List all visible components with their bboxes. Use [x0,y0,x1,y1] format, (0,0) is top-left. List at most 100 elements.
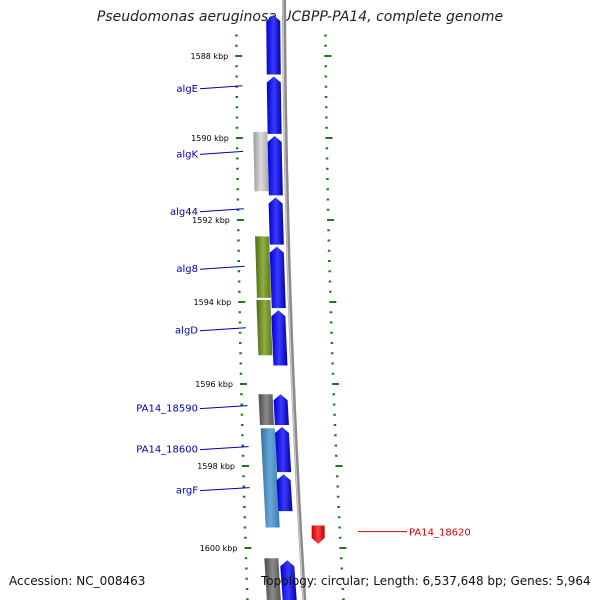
scale-tick-left [238,301,246,303]
scale-tick-right [337,506,340,508]
scale-tick-right [335,454,338,457]
gene-arrow[interactable] [271,310,288,366]
gene-label[interactable]: PA14_18620 [409,528,471,539]
scale-tick-right [324,34,327,37]
scale-tick-left [246,598,249,600]
scale-tick-left [235,106,239,109]
scale-tick-left [241,444,244,447]
scale-tick-left [235,96,239,98]
cds-block[interactable] [253,131,269,192]
gene-arrow[interactable] [268,197,284,245]
leader-line [199,327,246,332]
scale-label: 1588 kbp [191,52,229,61]
scale-tick-left [238,331,242,334]
scale-tick-left [243,526,247,529]
scale-tick-left [235,44,238,47]
scale-tick-right [325,147,329,150]
scale-tick-right [329,301,337,303]
gene-arrow[interactable] [276,474,293,512]
gene-label[interactable]: alg44 [170,207,198,218]
scale-tick-right [333,424,337,426]
scale-tick-right [337,516,341,519]
scale-label: 1596 kbp [195,380,233,389]
leader-line [199,85,243,90]
scale-tick-left [236,198,240,201]
scale-tick-left [241,454,245,457]
scale-tick-right [327,219,335,221]
scale-tick-left [235,85,238,88]
scale-tick-right [331,362,334,365]
gene-arrow[interactable] [266,15,281,75]
scale-tick-left [235,137,243,139]
scale-tick-right [324,75,328,78]
scale-label: 1600 kbp [200,544,238,553]
scale-tick-left [235,65,238,68]
scale-tick-right [330,331,333,334]
leader-line [199,487,250,492]
scale-tick-left [238,311,241,314]
cds-block[interactable] [258,394,274,425]
scale-tick-right [334,434,337,437]
scale-tick-left [237,280,241,283]
scale-tick-right [330,342,334,344]
gene-arrow[interactable] [273,394,289,425]
backbone-highlight [282,0,304,600]
scale-tick-left [244,536,247,539]
gene-label[interactable]: PA14_18590 [136,404,198,415]
scale-tick-left [236,178,239,180]
scale-tick-right [324,44,327,47]
scale-tick-left [243,506,246,508]
scale-tick-right [329,311,333,314]
scale-tick-right [327,239,331,242]
leader-line [199,446,249,451]
gene-arrow[interactable] [266,76,282,134]
gene-label[interactable]: algK [176,149,198,160]
cds-block[interactable] [260,428,280,528]
scale-tick-left [240,424,244,426]
gene-arrow[interactable] [274,427,292,473]
scale-tick-right [327,229,330,232]
cds-block[interactable] [255,236,271,298]
scale-tick-right [328,260,331,262]
scale-tick-left [238,321,242,324]
gene-arrow[interactable] [267,135,283,196]
scale-label: 1598 kbp [197,462,235,471]
scale-tick-right [339,557,343,560]
gene-label[interactable]: alg8 [176,264,198,275]
gene-label[interactable]: argF [176,486,198,497]
gene-label[interactable]: PA14_18600 [136,445,198,456]
scale-tick-left [239,352,242,355]
scale-tick-right [324,96,328,98]
scale-tick-left [240,403,243,406]
leader-line [199,405,248,410]
scale-tick-left [241,434,244,437]
gene-label[interactable]: algE [176,84,198,95]
leader-line [199,150,244,155]
scale-tick-left [239,342,242,344]
scale-tick-left [245,567,248,570]
scale-tick-left [245,588,249,590]
scale-tick-left [239,372,243,375]
scale-tick-right [328,290,332,293]
gene-arrow[interactable] [269,246,286,309]
scale-tick-left [236,157,239,160]
cds-block[interactable] [264,558,281,600]
scale-label: 1594 kbp [194,298,232,307]
scale-tick-right [326,198,330,201]
scale-tick-right [324,65,327,68]
gene-label[interactable]: algD [175,326,198,337]
scale-tick-right [327,249,331,252]
scale-tick-right [332,393,335,396]
scale-tick-right [326,178,329,180]
scale-tick-right [341,588,345,590]
page-title: Pseudomonas aeruginosa UCBPP-PA14, compl… [96,9,504,25]
scale-tick-left [239,383,247,385]
scale-tick-right [334,444,338,447]
gene-arrow[interactable] [280,560,297,600]
cds-block[interactable] [256,299,273,356]
scale-tick-right [326,188,329,191]
scale-tick-right [332,383,340,385]
gene-arrow[interactable] [311,525,325,544]
scale-tick-left [239,362,242,365]
scale-tick-left [235,116,239,119]
